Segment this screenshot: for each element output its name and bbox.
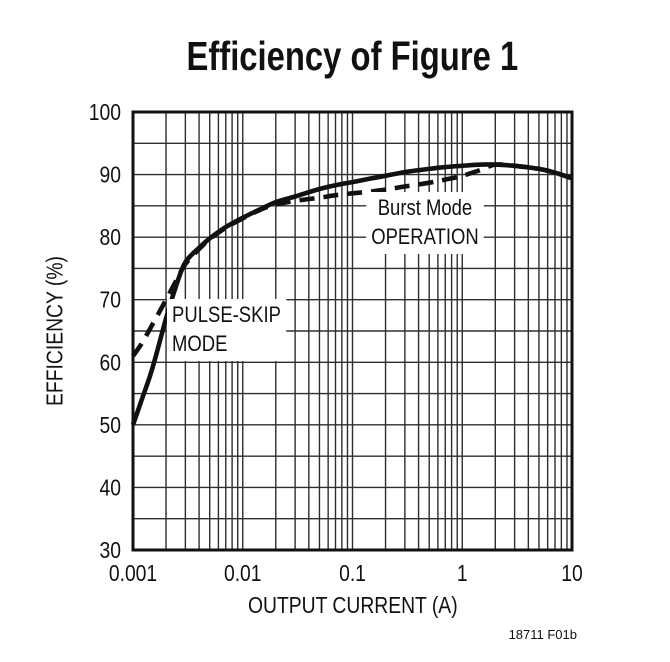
y-tick-label: 70 <box>100 288 121 313</box>
chart-title: Efficiency of Figure 1 <box>133 36 572 77</box>
y-tick-label: 90 <box>100 163 121 188</box>
x-tick-label: 0.01 <box>224 562 262 587</box>
chart-title-text: Efficiency of Figure 1 <box>186 33 519 79</box>
pulse-skip-mode-label: PULSE-SKIP MODE <box>167 299 309 361</box>
pulse-skip-label-line1: PULSE-SKIP <box>172 302 281 327</box>
burst-mode-label-line2: OPERATION <box>371 224 479 249</box>
figure-number: 18711 F01b <box>508 627 577 642</box>
y-tick-label: 50 <box>100 413 121 438</box>
y-axis-label: EFFICIENCY (%) <box>41 256 68 406</box>
pulse-skip-mode-label-box: PULSE-SKIP MODE <box>167 299 286 361</box>
y-tick-label: 30 <box>100 539 121 564</box>
burst-mode-operation-label-box: Burst Mode OPERATION <box>366 192 484 254</box>
x-tick-label: 0.001 <box>109 562 157 587</box>
burst-mode-label-line1: Burst Mode <box>377 195 473 220</box>
curve-burst-mode-operation <box>131 162 573 358</box>
x-tick-label: 0.1 <box>339 562 366 587</box>
burst-mode-operation-label: Burst Mode OPERATION <box>355 192 495 254</box>
x-tick-label: 1 <box>457 562 468 587</box>
y-tick-label: 40 <box>100 476 121 501</box>
x-axis-label: OUTPUT CURRENT (A) <box>133 592 572 619</box>
pulse-skip-label-line2: MODE <box>172 331 228 356</box>
y-tick-label: 80 <box>100 226 121 251</box>
x-tick-label: 10 <box>561 562 582 587</box>
plot-frame <box>131 110 574 552</box>
x-axis-label-text: OUTPUT CURRENT (A) <box>247 592 458 618</box>
y-tick-label: 60 <box>100 351 121 376</box>
y-tick-label: 100 <box>89 101 121 126</box>
